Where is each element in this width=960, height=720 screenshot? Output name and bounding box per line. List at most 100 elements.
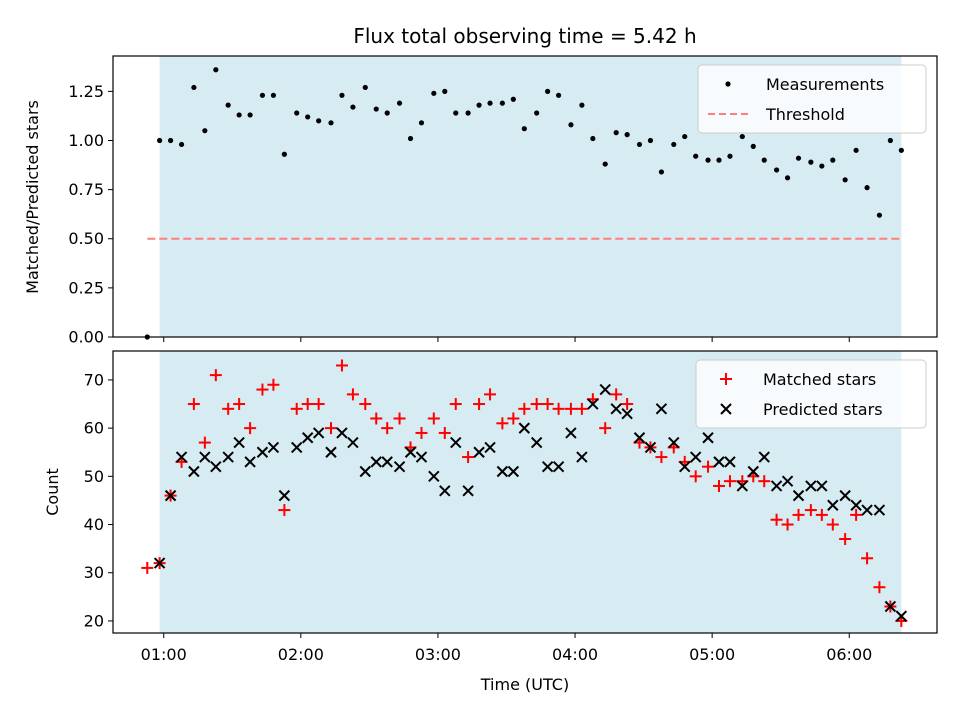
predicted-star-point bbox=[199, 451, 211, 463]
matched-star-point bbox=[861, 552, 874, 565]
bottom-legend-box bbox=[695, 359, 927, 429]
x-tick-label: 02:00 bbox=[278, 645, 324, 664]
predicted-star-point bbox=[233, 436, 245, 449]
top-y-tick-label: 1.25 bbox=[68, 82, 104, 101]
matched-star-point bbox=[244, 422, 257, 435]
x-tick-label: 04:00 bbox=[552, 645, 598, 664]
legend-threshold-label: Threshold bbox=[765, 105, 845, 124]
predicted-star-point bbox=[428, 470, 440, 483]
measurement-point bbox=[407, 135, 414, 142]
measurement-point bbox=[887, 137, 893, 144]
predicted-star-point bbox=[530, 436, 543, 449]
predicted-star-point bbox=[359, 465, 371, 478]
predicted-star-point bbox=[758, 451, 770, 463]
matched-star-point bbox=[770, 513, 783, 526]
matched-star-point bbox=[781, 518, 794, 531]
measurement-point bbox=[705, 157, 711, 163]
top-y-tick-label: 0.50 bbox=[68, 229, 104, 248]
measurement-point bbox=[167, 137, 174, 144]
bottom-legend: Matched stars Predicted stars bbox=[695, 359, 927, 429]
bottom-x-axis-ticks: 01:00 02:00 03:00 04:00 05:00 06:00 bbox=[141, 633, 872, 664]
predicted-star-point bbox=[702, 432, 714, 444]
measurement-point bbox=[281, 151, 287, 157]
top-axes-frame bbox=[112, 55, 938, 338]
measurements-points bbox=[144, 67, 904, 340]
measurement-point bbox=[499, 100, 505, 106]
predicted-star-point bbox=[827, 499, 839, 511]
bottom-y-tick-label: 70 bbox=[84, 370, 104, 389]
predicted-star-point bbox=[599, 383, 611, 396]
predicted-star-point bbox=[644, 441, 657, 454]
legend-matched-marker bbox=[720, 373, 732, 385]
measurement-point bbox=[739, 133, 745, 140]
measurement-point bbox=[555, 92, 562, 98]
predicted-star-point bbox=[861, 504, 873, 516]
measurement-point bbox=[431, 90, 437, 96]
predicted-star-point bbox=[655, 403, 668, 415]
matched-star-point bbox=[826, 518, 839, 531]
predicted-star-point bbox=[747, 465, 759, 478]
measurement-point bbox=[247, 112, 253, 118]
measurement-point bbox=[328, 120, 334, 126]
bottom-y-tick-label: 40 bbox=[84, 515, 104, 534]
matched-star-point bbox=[621, 398, 634, 411]
predicted-star-point bbox=[496, 465, 509, 478]
matched-star-point bbox=[484, 388, 497, 401]
predicted-stars-points bbox=[153, 383, 908, 622]
predicted-star-point bbox=[679, 460, 691, 473]
measurement-point bbox=[658, 169, 665, 175]
matched-star-point bbox=[222, 402, 235, 415]
measurement-point bbox=[316, 118, 322, 124]
predicted-star-point bbox=[267, 441, 280, 454]
predicted-star-point bbox=[301, 432, 314, 444]
measurement-point bbox=[202, 128, 208, 134]
predicted-star-point bbox=[839, 489, 851, 502]
predicted-star-point bbox=[587, 398, 599, 410]
measurement-point bbox=[590, 135, 596, 142]
x-axis-label: Time (UTC) bbox=[480, 675, 569, 694]
measurement-point bbox=[864, 185, 870, 191]
measurement-point bbox=[350, 104, 356, 110]
top-y-axis-label: Matched/Predicted stars bbox=[23, 100, 42, 294]
matched-star-point bbox=[518, 402, 531, 415]
predicted-star-point bbox=[518, 422, 531, 434]
predicted-star-point bbox=[381, 456, 393, 468]
top-y-tick-label: 1.00 bbox=[68, 131, 104, 150]
matched-star-point bbox=[541, 398, 554, 411]
measurement-point bbox=[636, 141, 643, 148]
matched-star-point bbox=[290, 402, 303, 415]
predicted-star-point bbox=[792, 489, 805, 502]
predicted-star-point bbox=[244, 456, 256, 468]
measurement-point bbox=[294, 110, 300, 116]
matched-star-point bbox=[209, 369, 222, 382]
matched-star-point bbox=[689, 470, 702, 483]
matched-star-point bbox=[256, 383, 269, 396]
matched-star-point bbox=[839, 533, 852, 545]
matched-star-point bbox=[438, 426, 451, 439]
matched-star-point bbox=[758, 475, 771, 488]
measurement-point bbox=[305, 114, 311, 120]
measurement-point bbox=[819, 163, 825, 169]
measurement-point bbox=[602, 161, 608, 167]
measurement-point bbox=[579, 102, 585, 108]
predicted-star-point bbox=[507, 465, 520, 478]
matched-star-point bbox=[575, 402, 588, 415]
top-x-axis-ticks bbox=[163, 337, 850, 342]
measurement-point bbox=[671, 141, 677, 148]
matched-star-point bbox=[415, 426, 428, 439]
matched-star-point bbox=[312, 398, 325, 411]
measurement-point bbox=[624, 132, 630, 138]
predicted-star-point bbox=[336, 427, 348, 439]
predicted-star-point bbox=[816, 480, 828, 492]
measurement-point bbox=[842, 177, 848, 183]
matched-star-point bbox=[473, 398, 486, 411]
matched-star-point bbox=[873, 581, 886, 594]
predicted-star-point bbox=[210, 460, 222, 473]
predicted-star-point bbox=[370, 456, 382, 468]
predicted-star-point bbox=[153, 557, 166, 569]
measurement-point bbox=[761, 157, 767, 163]
measurement-point bbox=[510, 96, 516, 102]
matched-star-point bbox=[324, 422, 337, 435]
measurement-point bbox=[795, 155, 802, 161]
